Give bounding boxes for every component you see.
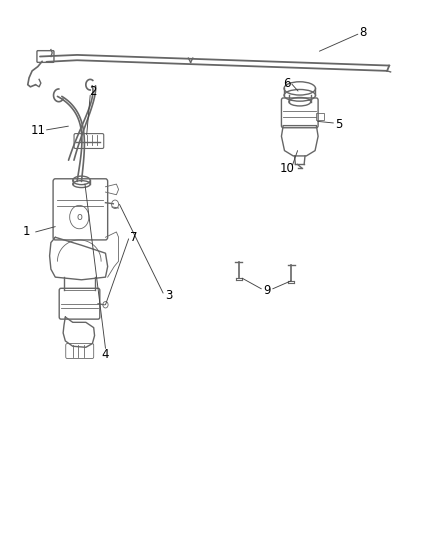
Text: 11: 11 <box>30 124 45 138</box>
Text: 9: 9 <box>263 284 271 297</box>
Text: 5: 5 <box>336 118 343 131</box>
Text: o: o <box>76 212 82 222</box>
Text: 1: 1 <box>23 225 31 238</box>
Text: 8: 8 <box>360 26 367 39</box>
Text: 7: 7 <box>130 231 138 244</box>
Text: 10: 10 <box>279 161 294 175</box>
Text: 2: 2 <box>88 85 96 98</box>
Text: 3: 3 <box>165 289 173 302</box>
Text: 6: 6 <box>283 77 290 90</box>
Text: 4: 4 <box>102 348 109 361</box>
